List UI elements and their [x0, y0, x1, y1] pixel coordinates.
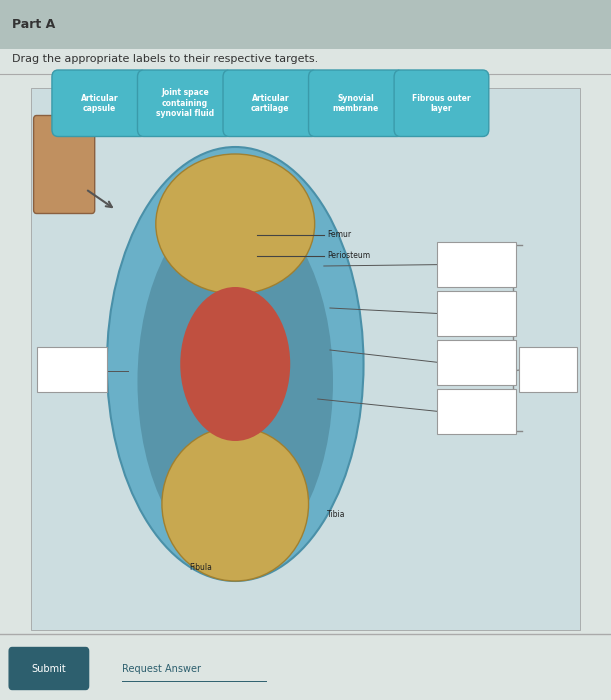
- Text: Joint space
containing
synovial fluid: Joint space containing synovial fluid: [156, 88, 214, 118]
- Text: Synovial
membrane: Synovial membrane: [333, 94, 379, 113]
- Text: Tibia: Tibia: [327, 510, 345, 519]
- FancyBboxPatch shape: [37, 346, 107, 392]
- Text: Femur: Femur: [327, 230, 351, 239]
- Text: Articular
capsule: Articular capsule: [81, 94, 118, 113]
- FancyBboxPatch shape: [223, 70, 318, 136]
- FancyBboxPatch shape: [437, 389, 516, 434]
- Text: Articular
cartilage: Articular cartilage: [251, 94, 290, 113]
- FancyBboxPatch shape: [519, 346, 577, 392]
- Ellipse shape: [137, 199, 333, 564]
- Text: Fibrous outer
layer: Fibrous outer layer: [412, 94, 470, 113]
- FancyBboxPatch shape: [0, 651, 611, 700]
- FancyBboxPatch shape: [437, 290, 516, 336]
- FancyBboxPatch shape: [9, 648, 89, 690]
- Text: Drag the appropriate labels to their respective targets.: Drag the appropriate labels to their res…: [12, 55, 318, 64]
- FancyBboxPatch shape: [34, 116, 95, 214]
- FancyBboxPatch shape: [0, 49, 611, 651]
- Ellipse shape: [180, 287, 290, 441]
- Text: Submit: Submit: [32, 664, 66, 673]
- FancyBboxPatch shape: [31, 88, 580, 630]
- Text: Request Answer: Request Answer: [122, 664, 201, 673]
- FancyBboxPatch shape: [437, 241, 516, 287]
- FancyBboxPatch shape: [394, 70, 489, 136]
- FancyBboxPatch shape: [52, 70, 147, 136]
- FancyBboxPatch shape: [437, 340, 516, 385]
- Ellipse shape: [107, 147, 364, 581]
- Ellipse shape: [162, 427, 309, 581]
- FancyBboxPatch shape: [0, 0, 611, 49]
- Text: Periosteum: Periosteum: [327, 251, 370, 260]
- FancyBboxPatch shape: [309, 70, 403, 136]
- FancyBboxPatch shape: [137, 70, 232, 136]
- Text: Part A: Part A: [12, 18, 56, 31]
- Text: Fibula: Fibula: [189, 563, 212, 571]
- Ellipse shape: [156, 154, 315, 294]
